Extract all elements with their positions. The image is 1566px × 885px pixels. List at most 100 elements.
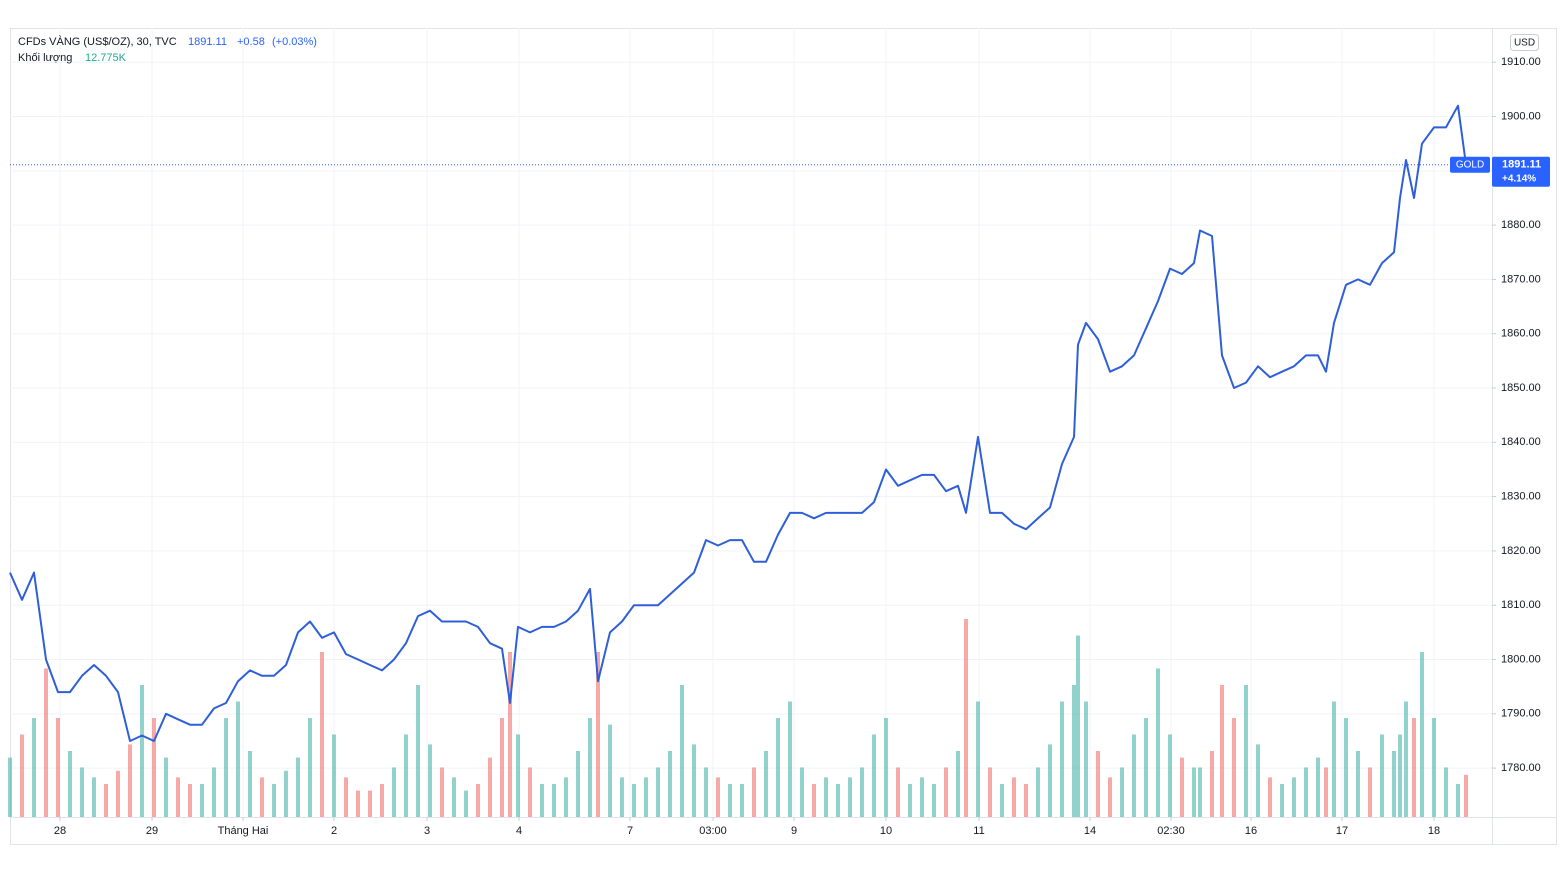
volume-bar xyxy=(848,777,852,817)
volume-bar xyxy=(908,784,912,817)
header-change: +0.58 xyxy=(237,36,265,48)
y-tick-label: 1840.00 xyxy=(1501,436,1541,448)
volume-bar xyxy=(1304,767,1308,817)
volume-bar xyxy=(392,767,396,817)
volume-bar xyxy=(1464,774,1468,817)
volume-bar xyxy=(1324,767,1328,817)
volume-bar xyxy=(1198,767,1202,817)
volume-bar xyxy=(788,701,792,817)
volume-bar xyxy=(692,744,696,817)
x-tick-label: 02:30 xyxy=(1157,825,1185,837)
volume-bar xyxy=(260,777,264,817)
volume-bar xyxy=(620,777,624,817)
volume-bar xyxy=(1096,751,1100,817)
volume-bar xyxy=(740,784,744,817)
volume-bar xyxy=(1380,734,1384,817)
volume-bar xyxy=(212,767,216,817)
volume-bar xyxy=(680,685,684,817)
y-tick-label: 1780.00 xyxy=(1501,762,1541,774)
x-tick-label: 16 xyxy=(1245,825,1257,837)
volume-bar xyxy=(380,784,384,817)
volume-bar xyxy=(752,767,756,817)
volume-bar xyxy=(860,767,864,817)
volume-bar xyxy=(836,784,840,817)
volume-bar xyxy=(1332,701,1336,817)
volume-bar xyxy=(884,718,888,817)
volume-bar xyxy=(1444,767,1448,817)
volume-bar xyxy=(800,767,804,817)
volume-bar xyxy=(528,767,532,817)
volume-bar xyxy=(1012,777,1016,817)
volume-bar xyxy=(80,767,84,817)
volume-title: Khối lượng xyxy=(18,52,72,64)
volume-bar xyxy=(1132,734,1136,817)
volume-bar xyxy=(188,784,192,817)
y-tick-label: 1860.00 xyxy=(1501,328,1541,340)
volume-bar xyxy=(956,751,960,817)
price-pane xyxy=(9,104,1492,742)
volume-bar xyxy=(1144,718,1148,817)
y-tick-label: 1910.00 xyxy=(1501,56,1541,68)
y-tick-label: 1830.00 xyxy=(1501,491,1541,503)
volume-bar xyxy=(1000,784,1004,817)
volume-bar xyxy=(320,652,324,817)
volume-bar xyxy=(8,757,12,817)
volume-bar xyxy=(540,784,544,817)
y-tick-label: 1850.00 xyxy=(1501,382,1541,394)
x-tick-label: 17 xyxy=(1336,825,1348,837)
volume-bar xyxy=(1292,777,1296,817)
volume-bar xyxy=(164,757,168,817)
volume-bar xyxy=(988,767,992,817)
volume-bar xyxy=(1036,767,1040,817)
volume-bar xyxy=(200,784,204,817)
volume-bar xyxy=(1156,668,1160,817)
volume-bar xyxy=(824,777,828,817)
volume-bar xyxy=(332,734,336,817)
volume-bar xyxy=(1432,718,1436,817)
frame xyxy=(10,28,1557,845)
volume-bar xyxy=(1344,718,1348,817)
volume-bar xyxy=(1412,718,1416,817)
x-tick-label: 10 xyxy=(880,825,892,837)
volume-bar xyxy=(104,784,108,817)
volume-bar xyxy=(1220,685,1224,817)
volume-bar xyxy=(116,770,120,817)
x-tick-label: 14 xyxy=(1084,825,1096,837)
volume-bar xyxy=(452,777,456,817)
x-tick-label: Tháng Hai xyxy=(218,825,269,837)
volume-bar xyxy=(404,734,408,817)
volume-bar xyxy=(1232,718,1236,817)
volume-bar xyxy=(464,790,468,817)
volume-bar xyxy=(248,751,252,817)
volume-bar xyxy=(128,744,132,817)
volume-bar xyxy=(1280,784,1284,817)
volume-bar xyxy=(356,790,360,817)
volume-bar xyxy=(32,718,36,817)
volume-bar xyxy=(812,784,816,817)
volume-pane xyxy=(8,619,1468,817)
header-price: 1891.11 xyxy=(188,36,227,48)
volume-bar xyxy=(764,751,768,817)
volume-bar xyxy=(1456,784,1460,817)
volume-bar xyxy=(1256,744,1260,817)
volume-value: 12.775K xyxy=(85,52,127,64)
volume-bar xyxy=(1268,777,1272,817)
chart-title: CFDs VÀNG (US$/OZ), 30, TVC xyxy=(18,35,177,48)
x-tick-label: 3 xyxy=(424,825,430,837)
x-tick-label: 9 xyxy=(791,825,797,837)
volume-bar xyxy=(508,652,512,817)
volume-bar xyxy=(1192,767,1196,817)
volume-bar xyxy=(896,767,900,817)
volume-bar xyxy=(140,685,144,817)
volume-bar xyxy=(500,718,504,817)
volume-bar xyxy=(44,668,48,817)
volume-bar xyxy=(516,734,520,817)
currency-button[interactable] xyxy=(1510,34,1539,51)
volume-bar xyxy=(728,784,732,817)
y-tick-label: 1900.00 xyxy=(1501,110,1541,122)
volume-bar xyxy=(308,718,312,817)
volume-bar xyxy=(668,751,672,817)
y-tick-label: 1810.00 xyxy=(1501,599,1541,611)
symbol-tag: GOLD xyxy=(1456,159,1484,170)
